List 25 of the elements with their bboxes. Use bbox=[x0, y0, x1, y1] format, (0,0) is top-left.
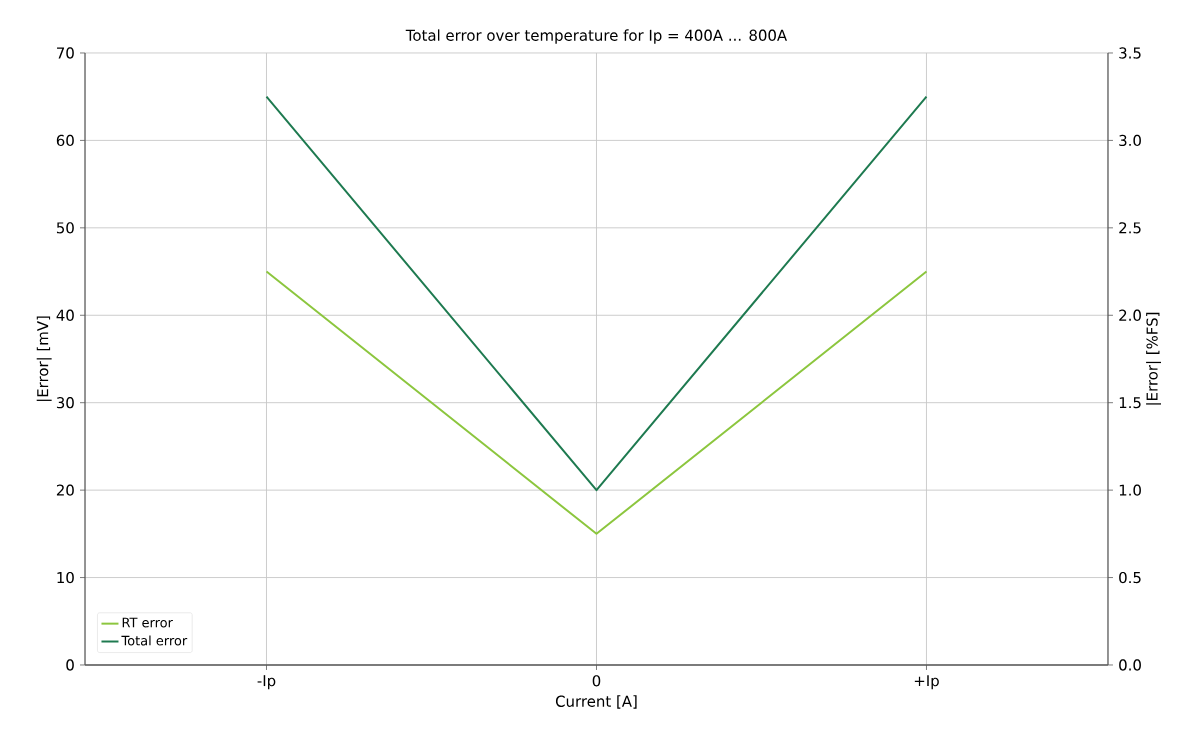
x-tick-label: 0 bbox=[592, 675, 601, 687]
y-tick-label: 50 bbox=[56, 222, 74, 234]
y2-tick-label: 2.5 bbox=[1119, 222, 1141, 234]
y2-tick-label: 1.0 bbox=[1119, 484, 1141, 496]
legend-label: RT error bbox=[122, 617, 173, 628]
x-tick-label: +Ip bbox=[914, 675, 939, 690]
y-tick-label: 20 bbox=[56, 484, 74, 496]
y-tick-label: 40 bbox=[56, 309, 74, 321]
y2-tick-label: 0.5 bbox=[1119, 571, 1141, 584]
y2-axis-title: |Error| [%FS] bbox=[1146, 312, 1162, 405]
y-tick-label: 60 bbox=[56, 134, 74, 147]
y2-tick-label: 3.0 bbox=[1119, 134, 1141, 147]
y-axis-title: |Error| [mV] bbox=[36, 316, 52, 401]
y2-tick-label: 2.0 bbox=[1119, 309, 1141, 321]
y-tick-label: 10 bbox=[57, 571, 74, 584]
y-tick-label: 0 bbox=[66, 659, 74, 671]
y2-tick-label: 1.5 bbox=[1119, 397, 1141, 409]
x-axis-title: Current [A] bbox=[555, 695, 637, 709]
y2-tick-label: 3.5 bbox=[1119, 47, 1141, 59]
y-tick-label: 70 bbox=[57, 47, 74, 59]
x-tick-label: -Ip bbox=[257, 675, 276, 690]
y-tick-label: 30 bbox=[56, 397, 74, 409]
legend-label: Total error bbox=[121, 635, 188, 646]
y2-tick-label: 0.0 bbox=[1119, 659, 1141, 671]
chart-title: Total error over temperature for Ip = 400A ... 800A bbox=[405, 29, 788, 44]
